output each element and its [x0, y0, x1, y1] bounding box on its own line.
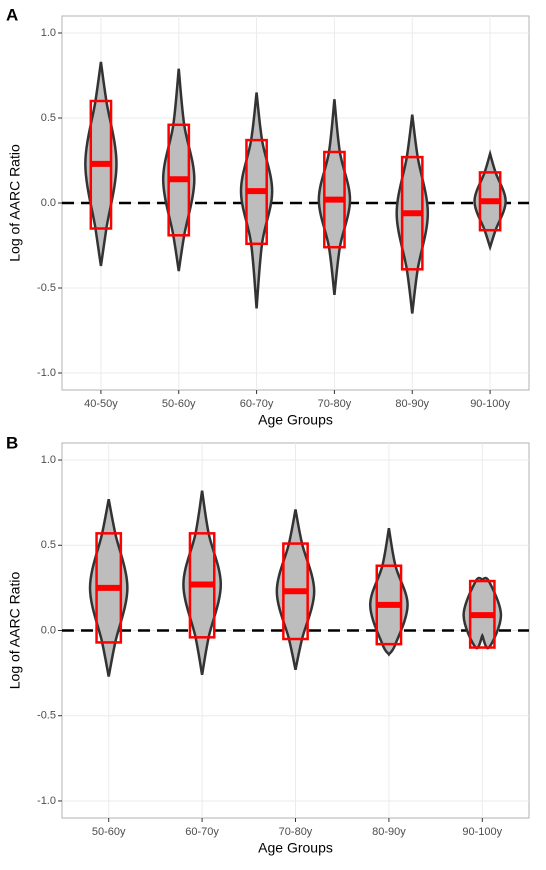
violin	[161, 68, 196, 272]
y-tick-label: -1.0	[37, 795, 56, 807]
x-tick-label: 50-60y	[162, 398, 196, 410]
y-tick-label: 1.0	[41, 454, 56, 466]
x-tick-label: 40-50y	[84, 398, 118, 410]
violin	[368, 528, 409, 657]
y-axis-label: Log of AARC Ratio	[7, 144, 23, 262]
x-tick-label: 80-90y	[372, 826, 406, 838]
x-tick-label: 70-80y	[318, 398, 352, 410]
y-axis-label: Log of AARC Ratio	[7, 572, 23, 690]
y-tick-label: -0.5	[37, 282, 56, 294]
y-tick-label: 0.5	[41, 539, 56, 551]
x-tick-label: 90-100y	[462, 826, 502, 838]
panel-label: B	[6, 433, 18, 452]
x-tick-label: 80-90y	[395, 398, 429, 410]
panel-label: A	[6, 5, 18, 24]
y-tick-label: 0.5	[41, 112, 56, 124]
x-tick-label: 70-80y	[279, 826, 313, 838]
x-tick-label: 60-70y	[240, 398, 274, 410]
x-tick-label: 60-70y	[185, 826, 219, 838]
y-tick-label: 0.0	[41, 197, 56, 209]
y-tick-label: 1.0	[41, 27, 56, 39]
x-axis-label: Age Groups	[258, 840, 333, 856]
y-tick-label: -1.0	[37, 367, 56, 379]
x-axis-label: Age Groups	[258, 412, 333, 428]
y-tick-label: 0.0	[41, 624, 56, 636]
y-tick-label: -0.5	[37, 710, 56, 722]
x-tick-label: 90-100y	[470, 398, 510, 410]
x-tick-label: 50-60y	[92, 826, 126, 838]
